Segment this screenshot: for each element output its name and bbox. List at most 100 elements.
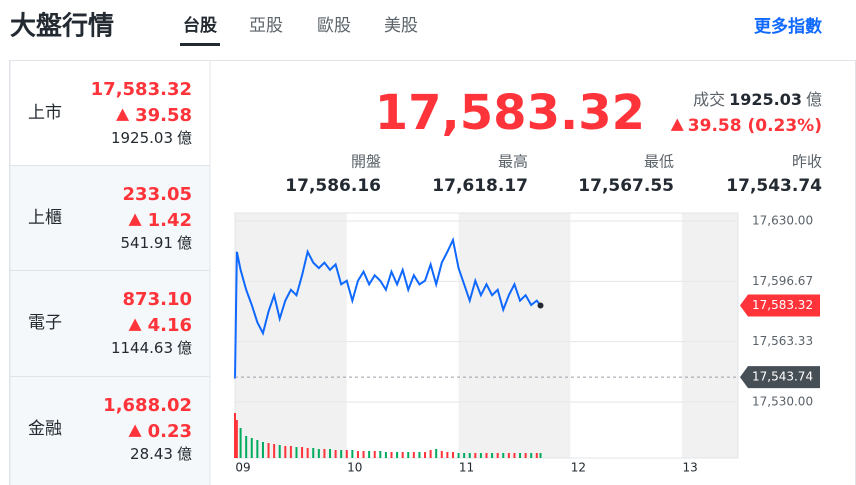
- up-arrow: [116, 108, 130, 121]
- volume-bar: [429, 450, 432, 458]
- index-name: 金融: [28, 419, 62, 439]
- index-volume: 28.43 億: [130, 445, 192, 463]
- volume-bar: [235, 420, 238, 458]
- volume-bar: [390, 452, 393, 458]
- quote-change: 39.58 (0.23%): [688, 116, 822, 136]
- y-tick-label: 17,596.67: [752, 274, 813, 288]
- index-price: 17,583.32: [91, 79, 192, 100]
- stat-value: 17,586.16: [285, 176, 381, 196]
- x-tick-label: 12: [571, 461, 586, 475]
- stat-label: 最高: [498, 153, 528, 171]
- volume-bar: [485, 453, 488, 458]
- index-name: 電子: [28, 313, 62, 333]
- volume-unit: 億: [177, 445, 192, 463]
- volume-bar: [317, 449, 320, 458]
- volume-value: 1144.63: [111, 339, 173, 357]
- volume-bar: [267, 443, 270, 458]
- price-tag-label: 17,583.32: [752, 298, 813, 312]
- x-tick-label: 10: [347, 461, 362, 475]
- stat-label: 昨收: [792, 153, 822, 171]
- volume-unit: 億: [177, 234, 192, 252]
- volume-bar: [340, 450, 343, 458]
- stat-value: 17,618.17: [432, 176, 528, 196]
- volume-bar: [407, 452, 410, 458]
- volume-bar: [412, 452, 415, 458]
- volume-bar: [329, 449, 332, 458]
- tab[interactable]: 台股: [183, 15, 217, 36]
- volume-bar: [530, 453, 533, 458]
- volume-bar: [239, 428, 242, 458]
- volume-bar: [502, 453, 505, 458]
- hour-band: [458, 213, 571, 458]
- up-arrow: [128, 213, 142, 226]
- volume-value: 541.91: [120, 234, 173, 252]
- hour-band: [682, 213, 738, 458]
- price-tag-label: 17,543.74: [752, 370, 813, 384]
- volume-bar: [539, 453, 542, 458]
- volume-bar: [457, 453, 460, 458]
- more-link[interactable]: 更多指數: [754, 16, 822, 37]
- up-arrow: [128, 318, 142, 331]
- volume-bar: [401, 452, 404, 458]
- volume-bar: [424, 452, 427, 458]
- tab-underline: [180, 43, 220, 46]
- sidebar-item[interactable]: [9, 60, 211, 166]
- tab[interactable]: 美股: [384, 16, 418, 36]
- volume-bar: [351, 450, 354, 458]
- x-tick-label: 09: [235, 461, 250, 475]
- volume-bar: [513, 453, 516, 458]
- index-volume: 541.91 億: [120, 234, 192, 252]
- volume-bar: [396, 452, 399, 458]
- volume-bar: [250, 438, 253, 458]
- volume-bar: [535, 453, 538, 458]
- volume-unit: 億: [177, 339, 192, 357]
- volume-bar: [278, 445, 281, 458]
- index-name: 上市: [28, 103, 62, 123]
- stat-value: 17,567.55: [578, 176, 674, 196]
- volume-bar: [474, 453, 477, 458]
- volume-bar: [524, 453, 527, 458]
- volume-label: 成交: [693, 90, 725, 109]
- x-tick-label: 11: [459, 461, 474, 475]
- volume-bar: [496, 453, 499, 458]
- volume-bar: [295, 447, 298, 458]
- volume-bar: [446, 452, 449, 458]
- quote-volume: 成交 1925.03 億: [693, 90, 822, 109]
- index-volume: 1144.63 億: [111, 339, 192, 357]
- stat-label: 開盤: [351, 153, 381, 171]
- volume-bar: [463, 453, 466, 458]
- volume-bar: [356, 451, 359, 458]
- index-change: 4.16: [148, 315, 192, 336]
- tab[interactable]: 歐股: [317, 16, 351, 36]
- volume-bar: [435, 449, 438, 458]
- volume-bar: [440, 451, 443, 458]
- price-tag: [740, 294, 820, 317]
- y-tick-label: 17,530.00: [752, 395, 813, 409]
- volume-bar: [379, 451, 382, 458]
- volume-bar: [284, 446, 287, 458]
- price-tag: [740, 366, 820, 389]
- sidebar-item[interactable]: [9, 376, 211, 485]
- tab[interactable]: 亞股: [249, 16, 283, 36]
- volume-bar: [362, 451, 365, 458]
- volume-bar: [261, 442, 264, 458]
- volume-value: 1925.03: [111, 129, 173, 147]
- volume-unit: 億: [806, 90, 822, 109]
- volume-bar: [273, 444, 276, 458]
- volume-bar: [451, 452, 454, 458]
- volume-bar: [256, 440, 259, 458]
- volume-bar: [312, 448, 315, 458]
- y-tick-label: 17,630.00: [752, 214, 813, 228]
- index-price: 873.10: [123, 289, 192, 310]
- volume-bar: [323, 449, 326, 458]
- sidebar-item[interactable]: [9, 270, 211, 377]
- index-volume: 1925.03 億: [111, 129, 192, 147]
- index-price: 1,688.02: [103, 395, 192, 416]
- volume-bar: [479, 453, 482, 458]
- volume-bar: [507, 453, 510, 458]
- volume-value: 1925.03: [729, 90, 802, 109]
- up-arrow: [128, 424, 142, 437]
- last-point: [537, 302, 544, 309]
